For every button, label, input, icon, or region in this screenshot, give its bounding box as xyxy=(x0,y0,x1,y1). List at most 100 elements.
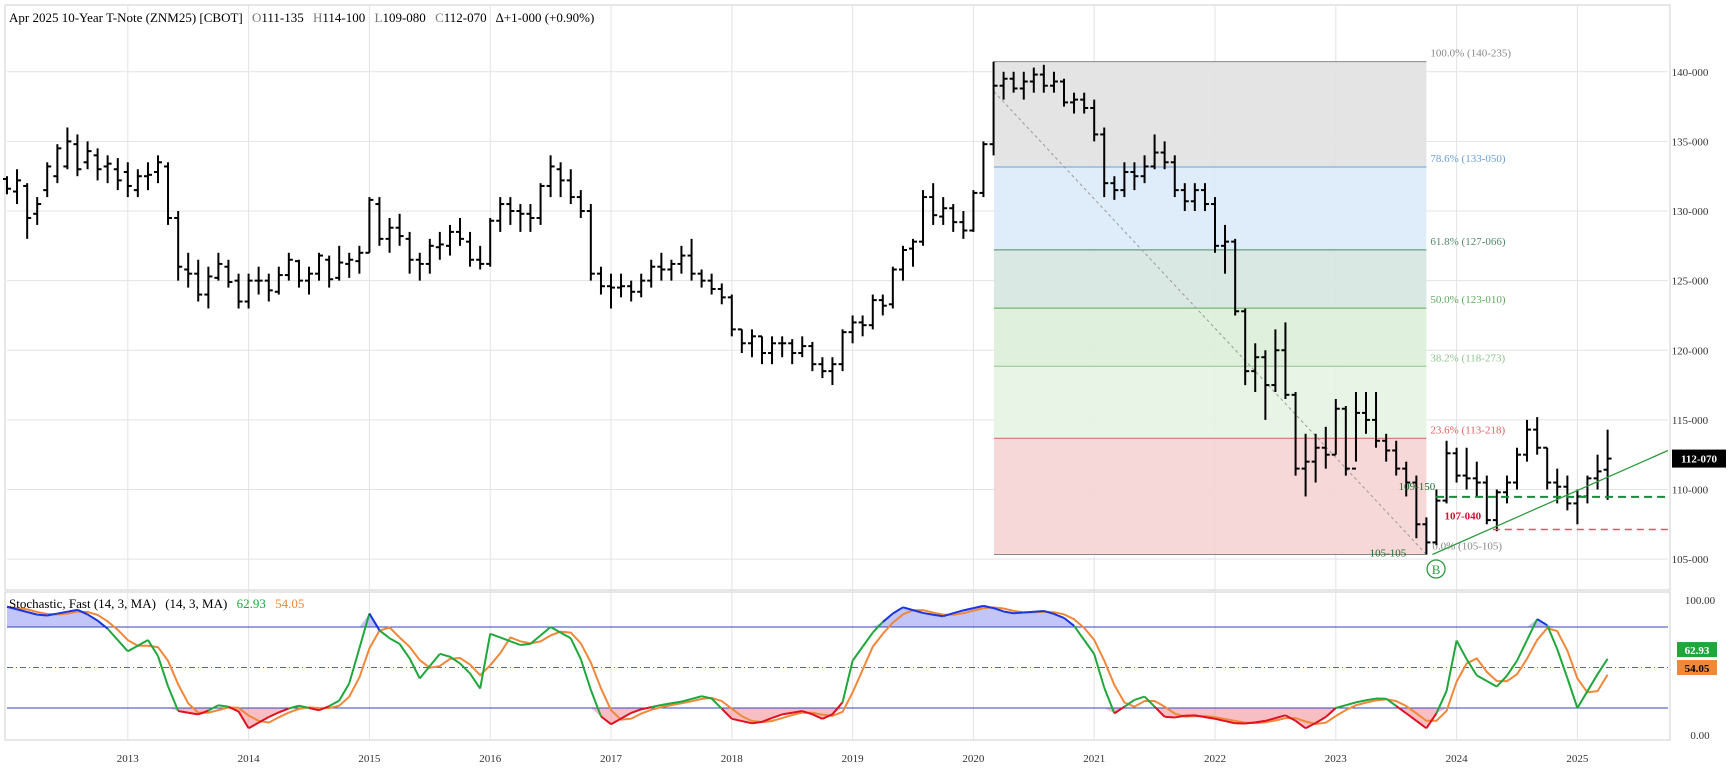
stochastic-k-segment xyxy=(782,711,793,716)
stochastic-k-segment xyxy=(1496,675,1508,688)
stochastic-k-segment xyxy=(600,715,612,725)
stochastic-k-segment xyxy=(6,605,18,611)
stochastic-k-segment xyxy=(1013,611,1024,615)
stochastic-axis-top: 100.00 xyxy=(1685,595,1716,607)
stochastic-k-segment xyxy=(1053,613,1065,619)
low-price-label: 105-105 xyxy=(1370,548,1407,560)
trendline xyxy=(1432,449,1669,556)
stochastic-k-segment xyxy=(922,611,934,616)
stochastic-k-segment xyxy=(37,613,48,617)
stochastic-k-segment xyxy=(731,717,743,723)
stochastic-k-segment xyxy=(489,632,501,639)
stochastic-k-segment xyxy=(228,705,239,713)
stochastic-k-segment xyxy=(550,626,562,634)
fibonacci-retracement: 100.0% (140-235) 78.6% (133-050) 61.8% (12… xyxy=(993,48,1511,556)
close-value: 112-070 xyxy=(444,10,487,25)
stochastic-k-segment xyxy=(67,608,78,613)
stochastic-k-segment xyxy=(16,608,28,613)
stochastic-k-segment xyxy=(1365,697,1377,702)
stochastic-k-segment xyxy=(1385,697,1397,707)
year-tick-label: 2019 xyxy=(842,753,865,765)
stochastic-k-segment xyxy=(1305,722,1317,730)
support-red-label: 107-040 xyxy=(1445,510,1482,522)
stochastic-k-segment xyxy=(1033,609,1044,613)
year-tick-label: 2022 xyxy=(1204,753,1226,765)
stochastic-k-segment xyxy=(671,700,682,705)
stochastic-k-segment xyxy=(741,720,753,725)
stochastic-k-segment xyxy=(1395,705,1407,715)
price-tick-label: 110-000 xyxy=(1672,484,1709,496)
stochastic-k-segment xyxy=(1486,680,1498,688)
stochastic-k-segment xyxy=(831,701,844,715)
stochastic-k-segment xyxy=(771,713,783,719)
oversold-fill xyxy=(7,708,1608,729)
stochastic-k-segment xyxy=(821,713,833,720)
stochastic-k-segment xyxy=(1164,715,1175,719)
stochastic-panel xyxy=(6,604,1668,730)
overlays: 109-150 107-040 105-105 B xyxy=(1370,449,1669,579)
stochastic-k-segment xyxy=(288,704,300,710)
stochastic-k-segment xyxy=(1325,707,1337,718)
stochastic-k-segment xyxy=(157,655,169,687)
stochastic-k-segment xyxy=(378,629,391,640)
stochastic-k-segment xyxy=(1435,690,1448,714)
last-price-label: 112-070 xyxy=(1681,454,1718,466)
stochastic-k-segment xyxy=(499,636,511,643)
stochastic-k-segment xyxy=(248,721,260,730)
price-tick-label: 115-000 xyxy=(1672,415,1709,427)
stochastic-k-segment xyxy=(1476,674,1488,682)
stochastic-k-segment xyxy=(1083,639,1096,655)
stochastic-k-segment xyxy=(57,610,68,615)
stochastic-params: (14, 3, MA) xyxy=(165,596,227,611)
fib-level-label: 78.6% (133-050) xyxy=(1430,153,1505,165)
stochastic-k-segment xyxy=(218,704,229,708)
wave-marker-label: B xyxy=(1432,562,1441,577)
price-tick-label: 135-000 xyxy=(1672,136,1709,148)
open-value: 111-135 xyxy=(261,10,303,25)
stochastic-k-segment xyxy=(1516,639,1528,662)
fib-band xyxy=(993,366,1427,439)
year-tick-label: 2017 xyxy=(600,753,623,765)
stochastic-k-segment xyxy=(418,665,431,680)
stochastic-k-segment xyxy=(1315,716,1327,724)
year-tick-label: 2025 xyxy=(1566,753,1589,765)
stochastic-k-segment xyxy=(801,710,813,716)
stochastic-k-axis-label: 62.93 xyxy=(1685,645,1710,657)
stochastic-k-segment xyxy=(96,619,109,630)
stochastic-k-segment xyxy=(589,689,602,717)
stochastic-k-segment xyxy=(1245,721,1256,725)
stochastic-k-segment xyxy=(1355,699,1367,704)
year-tick-label: 2020 xyxy=(962,753,985,765)
stochastic-k-segment xyxy=(952,609,964,615)
stochastic-k-segment xyxy=(1506,660,1518,677)
stochastic-k-segment xyxy=(1566,677,1579,709)
stochastic-k-segment xyxy=(197,709,209,716)
price-tick-label: 105-000 xyxy=(1672,554,1709,566)
stochastic-k-segment xyxy=(106,628,119,641)
stochastic-k-segment xyxy=(348,647,361,684)
stochastic-k-segment xyxy=(368,612,381,631)
stochastic-k-segment xyxy=(338,682,351,702)
stochastic-k-segment xyxy=(701,695,712,700)
stochastic-k-segment xyxy=(1153,705,1166,718)
stochastic-k-segment xyxy=(1546,624,1559,650)
stochastic-k-segment xyxy=(26,611,38,616)
fib-band xyxy=(993,438,1427,555)
stochastic-k-segment xyxy=(308,707,320,712)
stochastic-k-segment xyxy=(520,642,531,646)
stochastic-d-value: 54.05 xyxy=(275,596,304,611)
stochastic-k-segment xyxy=(1194,714,1206,719)
stochastic-k-segment xyxy=(792,710,803,714)
stochastic-k-segment xyxy=(1445,640,1458,692)
stochastic-k-segment xyxy=(539,626,552,637)
stochastic-k-segment xyxy=(1093,653,1106,688)
stochastic-k-segment xyxy=(569,637,582,660)
stochastic-k-segment xyxy=(1405,712,1417,722)
stochastic-k-segment xyxy=(1415,719,1427,730)
support-green-label: 109-150 xyxy=(1399,481,1436,493)
stochastic-k-segment xyxy=(902,606,914,612)
fib-band xyxy=(993,249,1427,309)
stochastic-k-segment xyxy=(117,639,129,652)
stochastic-k-segment xyxy=(1576,690,1589,709)
stochastic-k-segment xyxy=(258,716,270,724)
